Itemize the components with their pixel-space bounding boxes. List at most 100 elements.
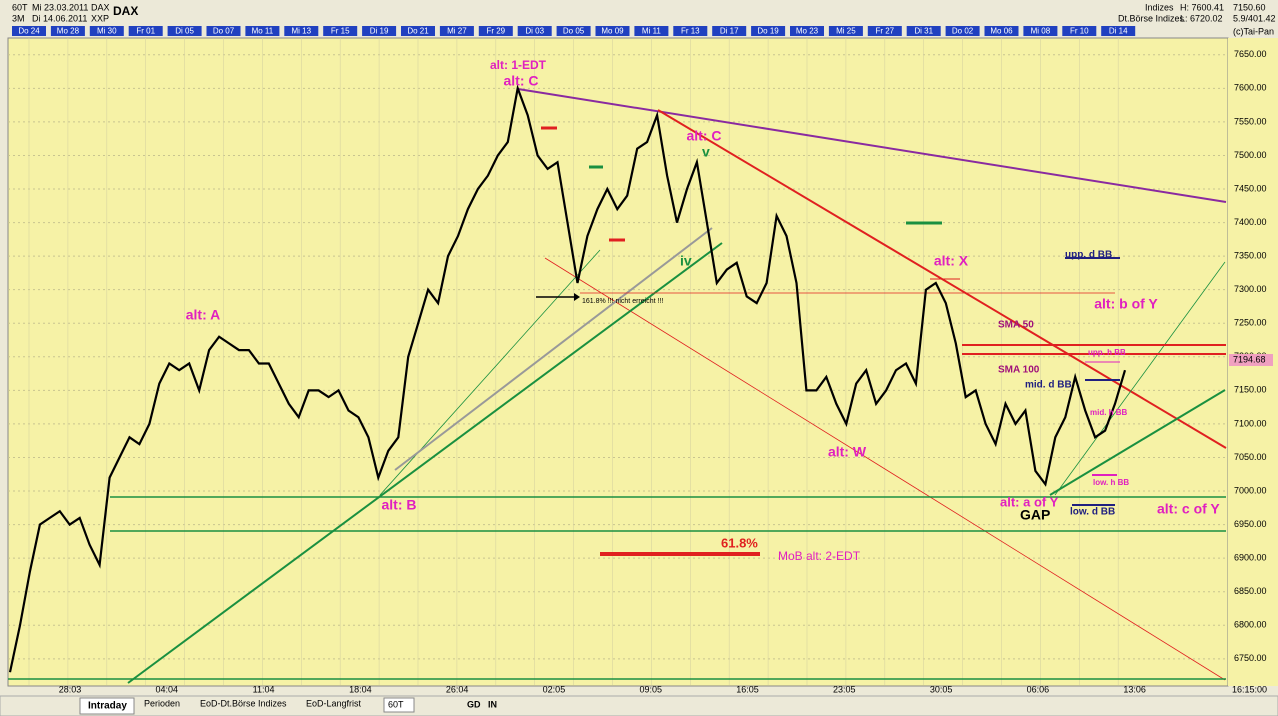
day-tab-label: Do 19 xyxy=(757,27,779,36)
period: 60T xyxy=(12,2,28,12)
day-tab xyxy=(439,26,474,36)
y-tick-label: 7450.00 xyxy=(1234,183,1267,193)
tab[interactable] xyxy=(79,697,135,715)
day-tab xyxy=(245,26,280,36)
day-tab xyxy=(323,26,358,36)
x-tick-label: 16:05 xyxy=(736,684,759,694)
tab-label[interactable]: Perioden xyxy=(144,698,180,708)
day-tab-label: Di 05 xyxy=(175,27,194,36)
last: 7150.60 xyxy=(1233,2,1266,12)
day-tab-label: Mo 23 xyxy=(796,27,819,36)
y-tick-label: 7250.00 xyxy=(1234,318,1267,328)
annotation: alt: A xyxy=(186,307,220,323)
tab-label[interactable]: Intraday xyxy=(88,701,127,712)
y-tick-label: 7550.00 xyxy=(1234,116,1267,126)
day-tab xyxy=(89,26,124,36)
day-tab xyxy=(790,26,824,36)
x-tick-label: 13:06 xyxy=(1123,684,1146,694)
gd-button[interactable]: GD xyxy=(467,699,481,709)
trendline xyxy=(394,227,713,471)
annotation: alt: C xyxy=(504,73,539,89)
x-tick-label: 06:06 xyxy=(1027,684,1050,694)
end-date: Di 14.06.2011 xyxy=(32,13,87,23)
x-tick-label: 02:05 xyxy=(543,684,566,694)
day-tab xyxy=(362,26,397,36)
x-tick-label: 28:03 xyxy=(59,684,82,694)
day-tab-label: Do 05 xyxy=(563,27,585,36)
annotation: SMA 50 xyxy=(998,320,1034,331)
day-tab xyxy=(906,26,941,36)
day-tab-label: Mi 27 xyxy=(447,27,467,36)
y-tick-label: 7650.00 xyxy=(1234,49,1267,59)
symbol: DAX xyxy=(91,2,110,12)
day-tab xyxy=(634,26,669,36)
period-select-label[interactable]: 60T xyxy=(388,699,404,709)
annotation: upp. h BB xyxy=(1088,348,1126,357)
day-tab-label: Fr 29 xyxy=(486,27,505,36)
day-tab xyxy=(1101,26,1136,36)
start-date: Mi 23.03.2011 xyxy=(32,2,88,12)
market: Dt.Börse Indizes xyxy=(1118,13,1185,23)
day-tab-label: Di 17 xyxy=(720,27,739,36)
annotation: alt: W xyxy=(828,444,867,460)
x-tick-label: 09:05 xyxy=(639,684,662,694)
trendline xyxy=(544,257,1226,681)
day-tab xyxy=(128,26,163,36)
annotation: alt: c of Y xyxy=(1157,501,1220,517)
y-tick-label: 7000.00 xyxy=(1234,485,1267,495)
day-tab xyxy=(556,26,591,36)
day-tab-label: Mo 09 xyxy=(601,27,624,36)
day-tabs: Do 24 Mo 28 Mi 30 Fr 01 Di 05 Do 07 Mo 11 Mi 13… xyxy=(12,26,1136,685)
day-tab-label: Di 19 xyxy=(370,27,389,36)
y-tick-label: 6800.00 xyxy=(1234,620,1267,630)
x-tick-label: 16:15:00 xyxy=(1232,684,1267,694)
annotation: 61.8% xyxy=(721,535,758,550)
title: DAX xyxy=(113,4,138,18)
day-tab xyxy=(751,26,786,36)
day-tab-label: Di 14 xyxy=(1109,27,1128,36)
day-tab xyxy=(206,26,241,36)
tab-label[interactable]: EoD-Dt.Börse Indizes xyxy=(200,698,287,708)
day-tab-label: Mi 11 xyxy=(642,27,662,36)
tab-label[interactable]: EoD-Langfrist xyxy=(306,698,362,708)
vol: 5.9/401.42 xyxy=(1233,13,1276,23)
y-tick-label: 7150.00 xyxy=(1234,385,1267,395)
price-line xyxy=(8,84,1127,673)
day-tab-label: Mo 11 xyxy=(252,27,274,36)
day-tab xyxy=(517,26,552,36)
day-tab-label: Di 31 xyxy=(914,27,933,36)
low: L: 6720.02 xyxy=(1180,13,1223,23)
annotation: mid. d BB xyxy=(1025,380,1072,391)
day-tab-label: Do 02 xyxy=(952,27,974,36)
annotation: iv xyxy=(680,253,692,269)
day-tab xyxy=(401,26,435,36)
annotation: MoB alt: 2-EDT xyxy=(778,549,861,563)
day-tab-label: Do 07 xyxy=(213,27,235,36)
x-tick-label: 23:05 xyxy=(833,684,856,694)
plot-area xyxy=(7,37,1229,687)
day-tab xyxy=(50,26,85,36)
annotation: alt: B xyxy=(382,497,417,513)
price-label: 7194.68 xyxy=(1233,354,1266,364)
day-tab xyxy=(828,26,863,36)
annotation: GAP xyxy=(1020,507,1050,523)
day-tab xyxy=(1062,26,1097,36)
in-button[interactable]: IN xyxy=(488,699,497,709)
day-tab-label: Mi 08 xyxy=(1031,27,1051,36)
price-box xyxy=(1229,354,1273,366)
annotation: SMA 100 xyxy=(998,365,1040,376)
day-tab-label: Mo 28 xyxy=(57,27,80,36)
period-select[interactable] xyxy=(383,697,415,713)
annotation: low. h BB xyxy=(1093,478,1129,487)
day-tab-label: Mi 30 xyxy=(97,27,117,36)
high: H: 7600.41 xyxy=(1180,2,1224,12)
x-tick-label: 04:04 xyxy=(156,684,179,694)
annotation: alt: 1-EDT xyxy=(490,58,547,72)
bottom-bar xyxy=(0,695,1278,716)
day-tab xyxy=(595,26,630,36)
y-tick-label: 7500.00 xyxy=(1234,150,1267,160)
annotation: low. d BB xyxy=(1070,507,1115,518)
annotation: alt: b of Y xyxy=(1094,296,1158,312)
y-tick-label: 7050.00 xyxy=(1234,452,1267,462)
